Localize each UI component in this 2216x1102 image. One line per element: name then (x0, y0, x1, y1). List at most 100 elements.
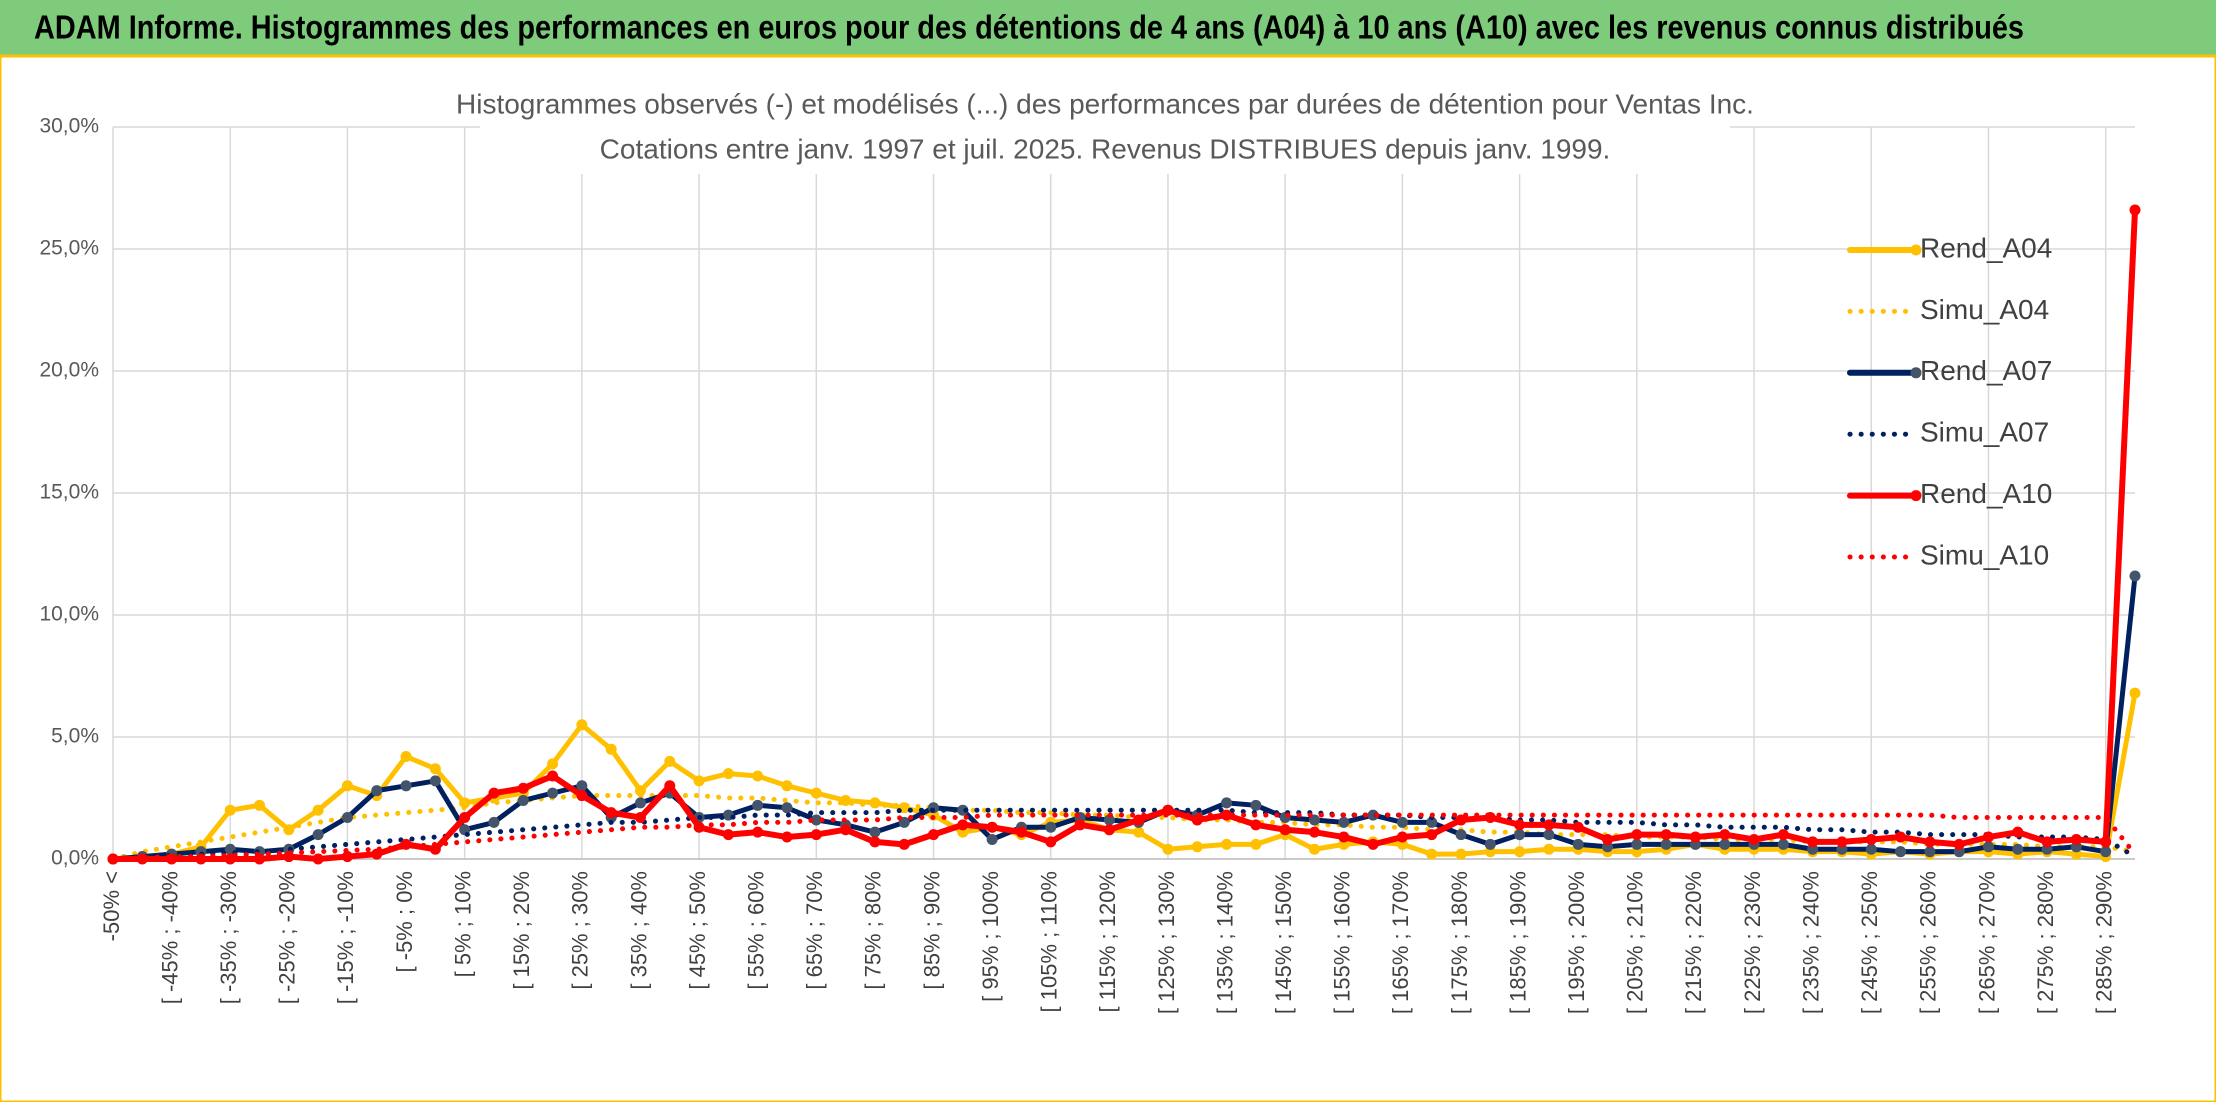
point (781, 780, 793, 792)
point (722, 768, 734, 780)
point (752, 799, 764, 811)
point (1221, 797, 1233, 809)
x-tick-label: [ 15% ; 20% (509, 871, 534, 990)
point (1133, 826, 1145, 838)
x-tick-label: [ 115% ; 120% (1095, 871, 1120, 1012)
point (1015, 826, 1027, 838)
point (312, 829, 324, 841)
point (810, 814, 822, 826)
point (1631, 838, 1643, 850)
x-tick-label: [ 175% ; 180% (1447, 871, 1472, 1014)
point (1777, 838, 1789, 850)
chart-subtitle: Cotations entre janv. 1997 et juil. 2025… (600, 133, 1611, 164)
point (400, 780, 412, 792)
point (1426, 848, 1438, 860)
point (810, 829, 822, 841)
point (1484, 838, 1496, 850)
point (986, 821, 998, 833)
point (517, 782, 529, 794)
point (1514, 819, 1526, 831)
x-tick-label: [ 25% ; 30% (568, 871, 593, 990)
plot (107, 204, 2141, 865)
point (1338, 816, 1350, 828)
legend-label: Rend_A07 (1920, 355, 2052, 386)
point (2129, 570, 2141, 582)
y-tick-label: 5,0% (51, 725, 99, 748)
point (547, 758, 559, 770)
x-tick-label: [ 165% ; 170% (1388, 871, 1413, 1014)
point (1807, 836, 1819, 848)
legend-label: Rend_A04 (1920, 232, 2052, 263)
x-tick-label: -50% < (99, 871, 124, 941)
point (1982, 841, 1994, 853)
x-tick-label: [ 95% ; 100% (978, 871, 1003, 1002)
x-tick-label: [ 215% ; 220% (1681, 871, 1706, 1014)
point (1455, 848, 1467, 860)
point (1953, 838, 1965, 850)
point (341, 851, 353, 863)
point (1279, 824, 1291, 836)
y-tick-label: 0,0% (51, 847, 99, 870)
point (1777, 829, 1789, 841)
x-tick-label: [ 5% ; 10% (450, 871, 475, 977)
point (1455, 829, 1467, 841)
y-tick-label: 15,0% (39, 481, 99, 504)
point (1426, 816, 1438, 828)
point (1660, 838, 1672, 850)
point (341, 780, 353, 792)
point (1396, 831, 1408, 843)
point (1895, 846, 1907, 858)
point (693, 775, 705, 787)
x-tick-label: [ 55% ; 60% (744, 871, 769, 990)
point (2012, 826, 2024, 838)
y-tick-label: 25,0% (39, 237, 99, 260)
point (781, 802, 793, 814)
point (1689, 831, 1701, 843)
point (634, 797, 646, 809)
x-tick-label: [ -15% ; -10% (333, 871, 358, 1004)
point (1602, 833, 1614, 845)
point (400, 751, 412, 763)
point (1865, 833, 1877, 845)
x-tick-label: [ 235% ; 240% (1798, 871, 1823, 1014)
y-tick-label: 20,0% (39, 359, 99, 382)
x-tick-label: [ -25% ; -20% (275, 871, 300, 1004)
point (1543, 829, 1555, 841)
point (576, 790, 588, 802)
point (1221, 838, 1233, 850)
point (634, 785, 646, 797)
chart-title: Histogrammes observés (-) et modélisés (… (456, 88, 1754, 119)
legend-marker (1910, 244, 1922, 256)
x-tick-label: [ -5% ; 0% (392, 871, 417, 972)
point (1924, 836, 1936, 848)
point (459, 812, 471, 824)
point (547, 770, 559, 782)
point (576, 780, 588, 792)
point (547, 787, 559, 799)
point (1250, 799, 1262, 811)
point (898, 838, 910, 850)
observed-line (110, 690, 2138, 862)
x-tick-label: [ 145% ; 150% (1271, 871, 1296, 1014)
point (1308, 843, 1320, 855)
point (2129, 687, 2141, 699)
point (2012, 843, 2024, 855)
point (1895, 831, 1907, 843)
point (957, 819, 969, 831)
title-backdrop (480, 84, 1730, 174)
x-tick-label: [ 255% ; 260% (1916, 871, 1941, 1014)
point (2070, 833, 2082, 845)
point (576, 719, 588, 731)
point (1572, 821, 1584, 833)
point (1367, 838, 1379, 850)
point (1045, 821, 1057, 833)
point (254, 799, 266, 811)
header-title: ADAM Informe. Histogrammes des performan… (34, 9, 2024, 46)
point (1103, 824, 1115, 836)
x-tick-label: [ 85% ; 90% (919, 871, 944, 990)
point (1836, 836, 1848, 848)
x-tick-label: [ 275% ; 280% (2033, 871, 2058, 1014)
